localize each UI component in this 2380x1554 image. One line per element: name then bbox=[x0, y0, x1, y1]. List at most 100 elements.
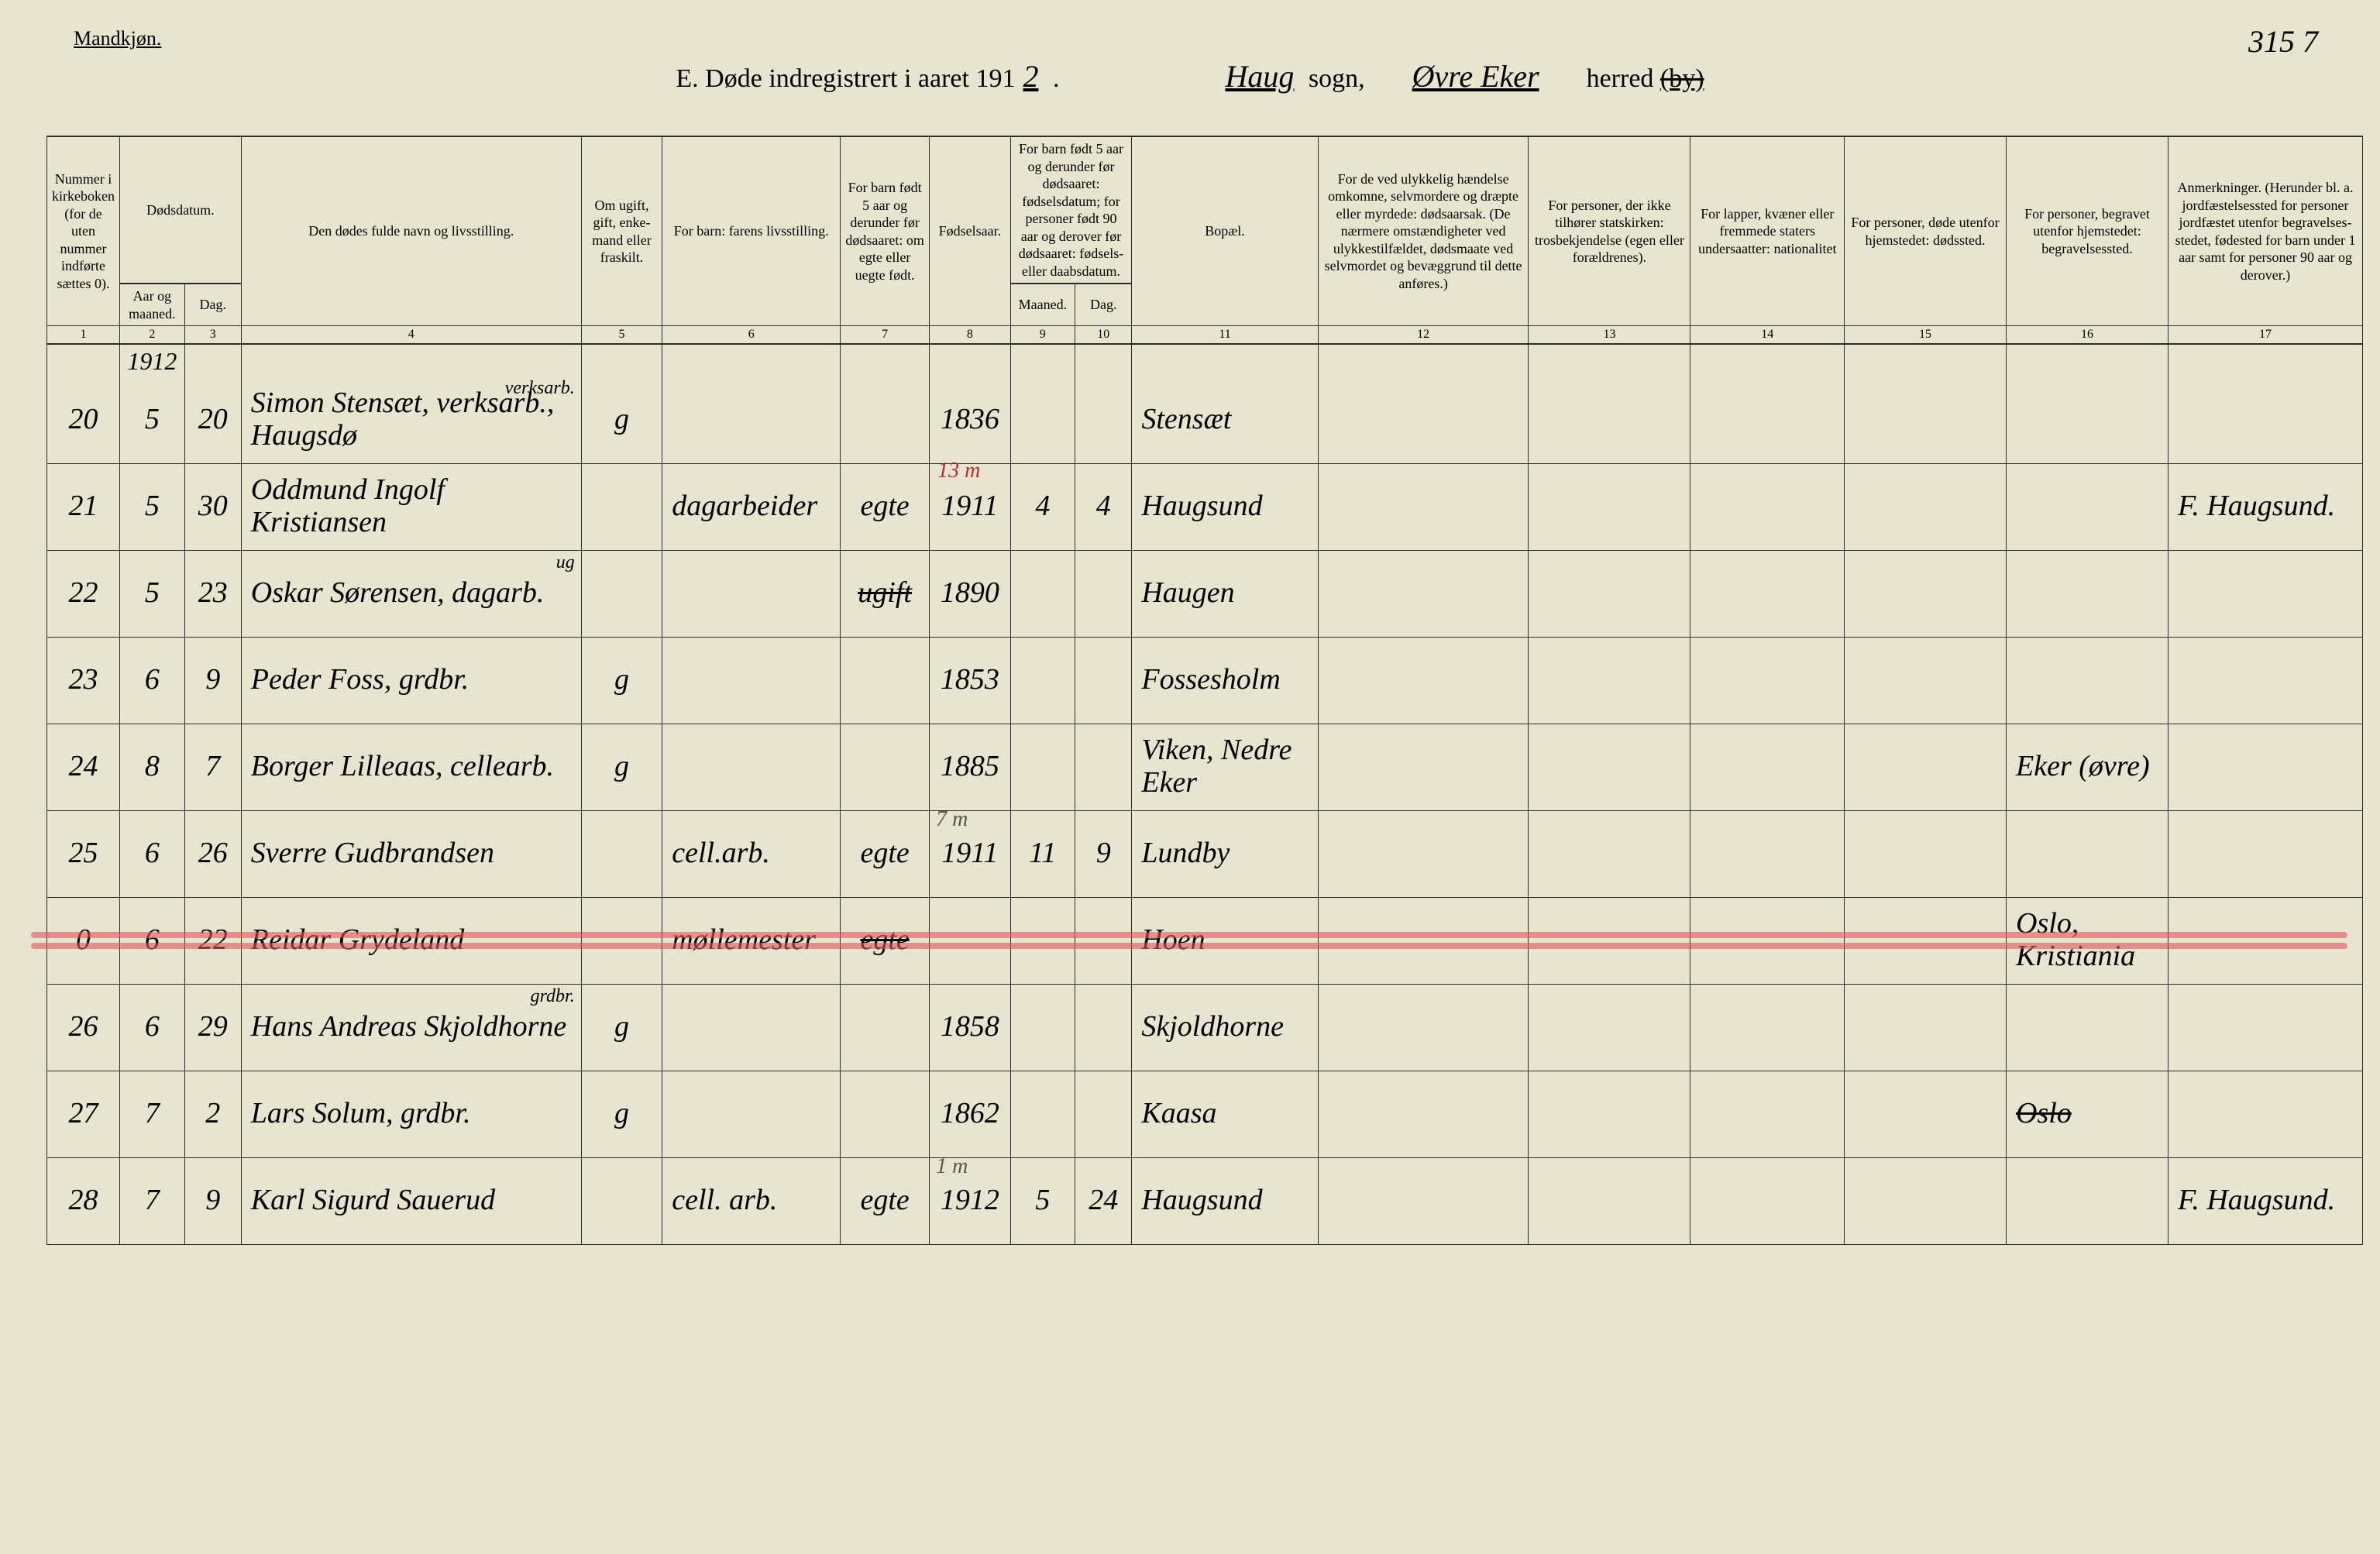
cell-num: 27 bbox=[47, 1071, 120, 1157]
cell-month: 7 bbox=[120, 1157, 185, 1244]
red-strikethrough-line bbox=[31, 943, 2347, 949]
cell-burialplace: Oslo bbox=[2007, 1071, 2168, 1157]
cell-month: 6 bbox=[120, 984, 185, 1071]
cell-father: møllemester bbox=[662, 897, 841, 984]
cell-civil: g bbox=[581, 1071, 662, 1157]
col-14-header: For lapper, kvæner eller fremmede stater… bbox=[1690, 136, 1845, 326]
cell-bopael: Haugsund bbox=[1132, 1157, 1318, 1244]
cell-remarks: F. Haugsund. bbox=[2168, 463, 2363, 550]
herred-name: Øvre Eker bbox=[1405, 59, 1547, 94]
cell-remarks bbox=[2168, 897, 2363, 984]
cell-egte bbox=[841, 637, 930, 724]
column-number: 7 bbox=[841, 326, 930, 345]
cell-birthyear: 191113 m bbox=[930, 463, 1011, 550]
cell-nat bbox=[1690, 984, 1845, 1071]
cell-num: 22 bbox=[47, 550, 120, 637]
cell-month: 6 bbox=[120, 637, 185, 724]
col-2a-header: Aar og maaned. bbox=[120, 284, 185, 326]
column-number: 8 bbox=[930, 326, 1011, 345]
cell-birthday: 9 bbox=[1075, 810, 1132, 897]
cell-nat bbox=[1690, 463, 1845, 550]
col-11-header: Bopæl. bbox=[1132, 136, 1318, 326]
cell-father bbox=[662, 724, 841, 810]
cell-father: cell.arb. bbox=[662, 810, 841, 897]
cell-nat bbox=[1690, 376, 1845, 463]
col-4-header: Den dødes fulde navn og livsstilling. bbox=[241, 136, 581, 326]
column-number: 15 bbox=[1845, 326, 2007, 345]
cell-faith bbox=[1529, 810, 1690, 897]
column-number: 16 bbox=[2007, 326, 2168, 345]
cell-num: 26 bbox=[47, 984, 120, 1071]
cell-faith bbox=[1529, 897, 1690, 984]
cell-civil: g bbox=[581, 724, 662, 810]
cell-civil bbox=[581, 897, 662, 984]
cell-nat bbox=[1690, 897, 1845, 984]
cell-civil bbox=[581, 550, 662, 637]
col-9-header: Maaned. bbox=[1010, 284, 1075, 326]
cell-father bbox=[662, 1071, 841, 1157]
table-row: 22523Oskar Sørensen, dagarb.ugugift1890H… bbox=[47, 550, 2363, 637]
cell-deathplace bbox=[1845, 897, 2007, 984]
table-row: 2487Borger Lilleaas, cellearb.g1885Viken… bbox=[47, 724, 2363, 810]
cell-faith bbox=[1529, 463, 1690, 550]
cell-burialplace bbox=[2007, 550, 2168, 637]
cell-birthmonth bbox=[1010, 724, 1075, 810]
col-1-header: Nummer i kirke­boken (for de uten nummer… bbox=[47, 136, 120, 326]
cell-num: 23 bbox=[47, 637, 120, 724]
cell-remarks bbox=[2168, 550, 2363, 637]
register-table: Nummer i kirke­boken (for de uten nummer… bbox=[46, 136, 2363, 1245]
cell-bopael: Haugsund bbox=[1132, 463, 1318, 550]
column-number: 11 bbox=[1132, 326, 1318, 345]
cell-name: Lars Solum, grdbr. bbox=[241, 1071, 581, 1157]
cell-deathplace bbox=[1845, 1071, 2007, 1157]
cell-birthmonth bbox=[1010, 550, 1075, 637]
cell-egte: egte bbox=[841, 897, 930, 984]
cell-burialplace bbox=[2007, 637, 2168, 724]
cell-remarks: F. Haugsund. bbox=[2168, 1157, 2363, 1244]
cell-bopael: Skjoldhorne bbox=[1132, 984, 1318, 1071]
cell-faith bbox=[1529, 984, 1690, 1071]
cell-day: 30 bbox=[184, 463, 241, 550]
cell-deathplace bbox=[1845, 376, 2007, 463]
cell-deathplace bbox=[1845, 550, 2007, 637]
col-6-header: For barn: farens livsstilling. bbox=[662, 136, 841, 326]
cell-egte: ugift bbox=[841, 550, 930, 637]
cell-cause bbox=[1318, 1071, 1529, 1157]
cell-nat bbox=[1690, 1071, 1845, 1157]
cell-burialplace bbox=[2007, 810, 2168, 897]
cell-burialplace: Eker (øvre) bbox=[2007, 724, 2168, 810]
column-number: 13 bbox=[1529, 326, 1690, 345]
cell-burialplace bbox=[2007, 984, 2168, 1071]
cell-cause bbox=[1318, 376, 1529, 463]
cell-month: 5 bbox=[120, 376, 185, 463]
table-row: 2369Peder Foss, grdbr.g1853Fossesholm bbox=[47, 637, 2363, 724]
cell-father: dagarbeider bbox=[662, 463, 841, 550]
cell-day: 20 bbox=[184, 376, 241, 463]
cell-egte bbox=[841, 376, 930, 463]
cell-cause bbox=[1318, 637, 1529, 724]
cell-birthday: 4 bbox=[1075, 463, 1132, 550]
cell-birthmonth bbox=[1010, 897, 1075, 984]
cell-egte: egte bbox=[841, 463, 930, 550]
red-strikethrough-line bbox=[31, 932, 2347, 938]
col-12-header: For de ved ulykkelig hændelse omkomne, s… bbox=[1318, 136, 1529, 326]
cell-num: 25 bbox=[47, 810, 120, 897]
col-5-header: Om ugift, gift, enke­mand eller fraskilt… bbox=[581, 136, 662, 326]
cell-remarks bbox=[2168, 724, 2363, 810]
superscript-note: grdbr. bbox=[531, 986, 575, 1006]
cell-birthyear: 19117 m bbox=[930, 810, 1011, 897]
cell-faith bbox=[1529, 637, 1690, 724]
column-number: 5 bbox=[581, 326, 662, 345]
col-2b-header: Dag. bbox=[184, 284, 241, 326]
table-row: 21530Oddmund Ingolf Kristiansendagarbeid… bbox=[47, 463, 2363, 550]
cell-birthmonth: 4 bbox=[1010, 463, 1075, 550]
table-row: 2772Lars Solum, grdbr.g1862KaasaOslo bbox=[47, 1071, 2363, 1157]
cell-father bbox=[662, 637, 841, 724]
column-number: 17 bbox=[2168, 326, 2363, 345]
col-9-10-header: For barn født 5 aar og der­under før død… bbox=[1010, 136, 1132, 284]
cell-name: Oddmund Ingolf Kristiansen bbox=[241, 463, 581, 550]
cell-egte bbox=[841, 1071, 930, 1157]
year-row: 1912 bbox=[47, 344, 2363, 376]
cell-month: 8 bbox=[120, 724, 185, 810]
col-13-header: For personer, der ikke tilhører statskir… bbox=[1529, 136, 1690, 326]
